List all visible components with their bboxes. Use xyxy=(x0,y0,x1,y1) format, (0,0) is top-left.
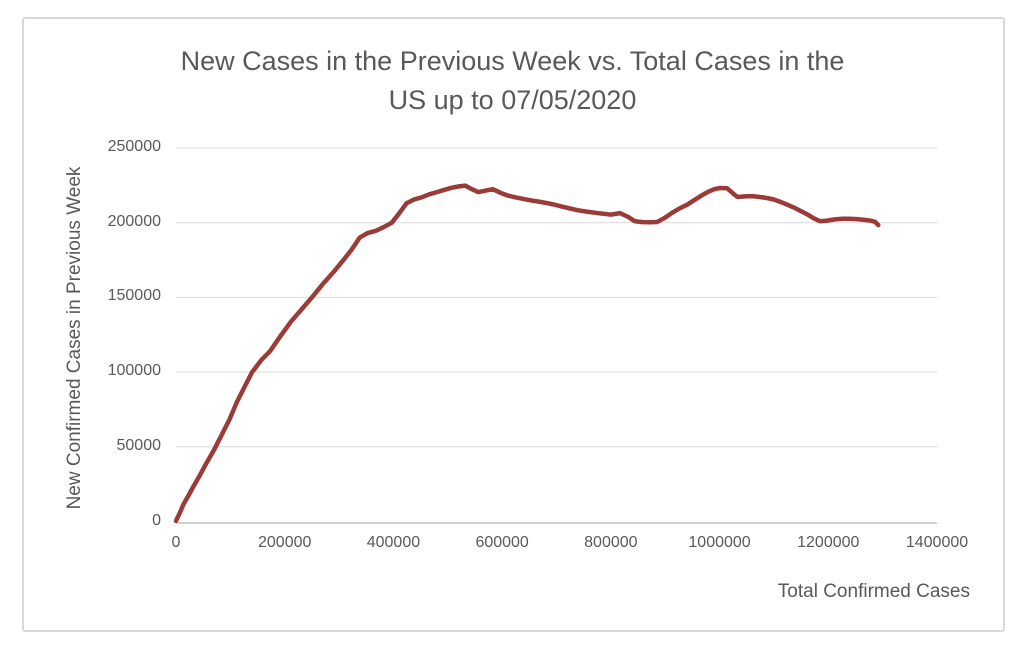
x-tick-label-800000: 800000 xyxy=(584,533,638,551)
y-tick-label-250000: 250000 xyxy=(107,138,161,155)
y-tick-label-0: 0 xyxy=(152,511,161,529)
new-vs-total-cases-line xyxy=(173,183,881,524)
y-tick-label-100000: 100000 xyxy=(107,362,161,380)
x-tick-label-600000: 600000 xyxy=(475,533,529,551)
y-tick-label-200000: 200000 xyxy=(107,212,161,230)
chart-title: New Cases in the Previous Week vs. Total… xyxy=(60,42,965,120)
x-tick-label-1000000: 1000000 xyxy=(688,533,751,551)
x-tick-label-400000: 400000 xyxy=(366,533,421,551)
x-tick-label-200000: 200000 xyxy=(258,533,312,551)
x-tick-label-1400000: 1400000 xyxy=(905,533,969,551)
horizontal-gridlines xyxy=(176,147,937,448)
chart-title-line-1: New Cases in the Previous Week vs. Total… xyxy=(180,46,845,76)
chart-frame xyxy=(22,17,1005,632)
y-axis-title: New Confirmed Cases in Previous Week xyxy=(64,166,85,510)
y-tick-label-150000: 150000 xyxy=(107,287,161,305)
y-tick-label-50000: 50000 xyxy=(116,436,162,454)
x-tick-label-1200000: 1200000 xyxy=(797,533,860,551)
x-tick-label-0: 0 xyxy=(171,533,181,551)
chart-title-line-2: US up to 07/05/2020 xyxy=(388,85,637,115)
x-axis-title: Total Confirmed Cases xyxy=(777,581,970,602)
